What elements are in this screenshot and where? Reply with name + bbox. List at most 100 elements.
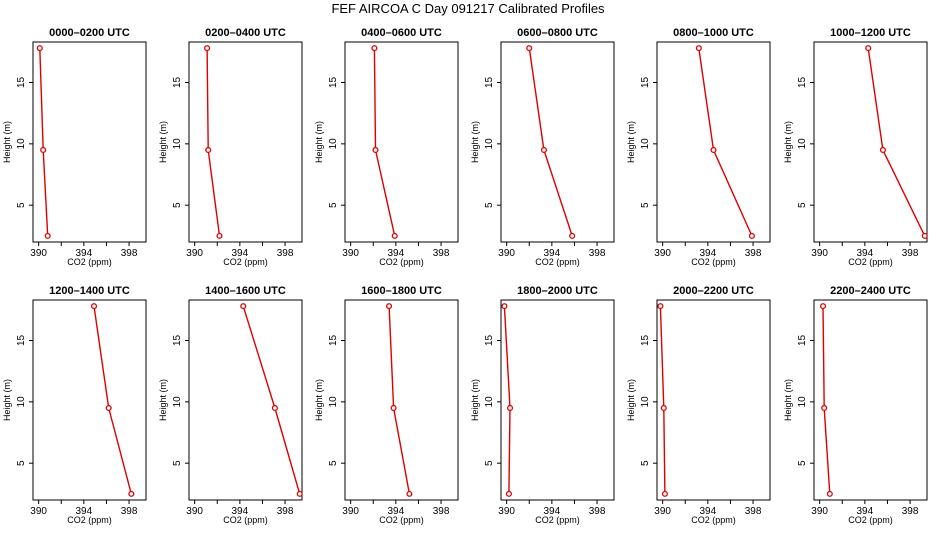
panel-4-xtick-label: 398 (589, 248, 606, 259)
panel-1-ylabel: Height (m) (2, 121, 12, 163)
panel-7-series-line (93, 306, 132, 495)
panel-2-title: 0200–0400 UTC (205, 27, 286, 39)
panel-1-point (36, 45, 43, 52)
panel-11-point (661, 490, 668, 497)
panel-2-ylabel: Height (m) (158, 121, 168, 163)
panel-11-xlabel: CO2 (ppm) (691, 515, 736, 525)
panel-3-point (391, 232, 398, 239)
panel-4-xtick-label: 394 (544, 248, 561, 259)
panel-4-xtick-label: 390 (498, 248, 515, 259)
panel-12-title: 2200–2400 UTC (830, 285, 911, 297)
panel-6-series-line (867, 48, 926, 237)
panel-9-point (390, 404, 397, 412)
panel-1-frame (32, 41, 147, 243)
panel-9-xtick-label: 390 (342, 506, 359, 517)
panel-9-series-line (388, 306, 411, 495)
panel-12-point (821, 404, 828, 412)
panel-2-ytick-label: 15 (172, 76, 183, 88)
panel-5-point (695, 45, 702, 52)
panel-8-xtick-label: 398 (277, 506, 294, 517)
panel-8-point (271, 404, 278, 412)
panel-12-xtick-label: 394 (857, 506, 874, 517)
panel-3-xtick-label: 390 (342, 248, 359, 259)
panel-3-xtick-label: 398 (433, 248, 450, 259)
panel-7-xlabel: CO2 (ppm) (67, 515, 112, 525)
panel-8-ytick-label: 5 (172, 460, 183, 466)
panel-1-xtick-label: 394 (76, 248, 93, 259)
panel-10-ytick-label: 5 (484, 460, 495, 466)
panel-6-xtick-label: 398 (902, 248, 919, 259)
panel-8-series-line (242, 305, 301, 495)
panel-6-frame (813, 41, 928, 243)
panel-11-xtick-label: 394 (700, 506, 717, 517)
panel-11-series-line (659, 306, 666, 494)
panel-11-ytick-label: 15 (640, 334, 651, 346)
panel-9-title: 1600–1800 UTC (361, 285, 442, 297)
panel-7-point (105, 404, 112, 412)
panel-2-ytick-label: 5 (172, 202, 183, 208)
panel-4-frame (500, 41, 615, 243)
panel-9-frame (344, 299, 459, 501)
panel-5-point (710, 146, 717, 154)
panel-1-xlabel: CO2 (ppm) (67, 257, 112, 267)
panel-11-ytick-label: 10 (640, 396, 651, 408)
panel-4-point (526, 45, 533, 52)
panel-3-xtick-label: 394 (388, 248, 405, 259)
panel-2-xtick-label: 390 (186, 248, 203, 259)
panel-1-xtick-label: 390 (30, 248, 47, 259)
panel-7-point (90, 303, 98, 310)
panel-10-xtick-label: 398 (589, 506, 606, 517)
panel-3-title: 0400–0600 UTC (361, 27, 442, 39)
panel-6-ytick-label: 5 (797, 202, 808, 208)
panel-10-xtick-label: 390 (498, 506, 515, 517)
panel-2-point (205, 146, 212, 154)
panel-4-xlabel: CO2 (ppm) (535, 257, 580, 267)
panel-7-ytick-label: 5 (16, 460, 27, 466)
panel-2-point (204, 45, 211, 52)
panel-4-point (540, 146, 547, 154)
panel-2-point (216, 232, 223, 239)
panel-12-series-line (822, 306, 831, 494)
figure-title: FEF AIRCOA C Day 091217 Calibrated Profi… (331, 1, 605, 16)
panel-2-xtick-label: 394 (232, 248, 249, 259)
panel-10-ytick-label: 10 (484, 396, 495, 408)
panel-7-ytick-label: 15 (16, 334, 27, 346)
panel-12-xtick-label: 390 (811, 506, 828, 517)
panel-5-point (748, 232, 755, 239)
panel-4-point (569, 232, 576, 239)
panel-8-xtick-label: 390 (186, 506, 203, 517)
panel-8-title: 1400–1600 UTC (205, 285, 286, 297)
panel-8-ytick-label: 10 (172, 396, 183, 408)
panel-4-ylabel: Height (m) (470, 121, 480, 163)
panel-7-frame (32, 299, 147, 501)
panel-7-xtick-label: 398 (121, 506, 138, 517)
panel-12-ytick-label: 10 (797, 396, 808, 408)
panel-10-point (505, 490, 512, 497)
panel-11-xtick-label: 398 (745, 506, 762, 517)
panel-6-point (879, 146, 886, 154)
panel-6-ylabel: Height (m) (783, 121, 793, 163)
panel-5-ytick-label: 10 (640, 138, 651, 150)
panel-2-xlabel: CO2 (ppm) (223, 257, 268, 267)
panel-3-frame (344, 41, 459, 243)
panel-11-xtick-label: 390 (654, 506, 671, 517)
panel-5-xtick-label: 390 (654, 248, 671, 259)
panel-10-series-line (503, 306, 511, 494)
panel-9-point (406, 490, 413, 497)
panel-7-ytick-label: 10 (16, 396, 27, 408)
panel-12-point (826, 490, 833, 497)
panel-11-ytick-label: 5 (640, 460, 651, 466)
panel-9-ytick-label: 10 (328, 396, 339, 408)
panel-7-point (128, 490, 135, 497)
panel-11-point (657, 303, 664, 310)
panel-1-point (44, 232, 51, 239)
panel-11-point (660, 404, 667, 412)
panel-8-xtick-label: 394 (232, 506, 249, 517)
panel-6-xlabel: CO2 (ppm) (848, 257, 893, 267)
panel-4-ytick-label: 5 (484, 202, 495, 208)
panel-8-point (240, 303, 247, 310)
panel-11-title: 2000–2200 UTC (673, 285, 754, 297)
panel-3-xlabel: CO2 (ppm) (379, 257, 424, 267)
panel-12-ylabel: Height (m) (783, 379, 793, 421)
